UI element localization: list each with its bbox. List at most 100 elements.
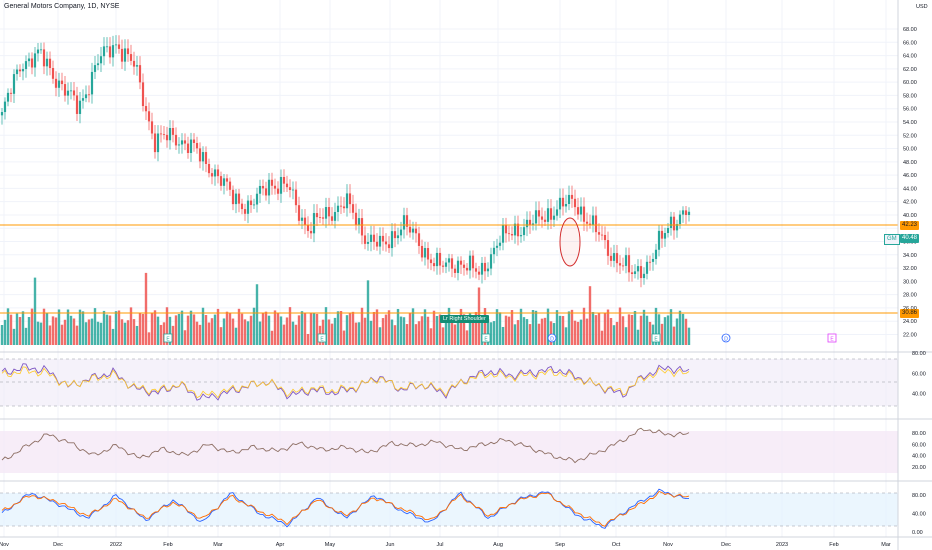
volume-bar <box>60 324 64 345</box>
candle-body <box>456 260 460 273</box>
volume-bar <box>312 312 316 345</box>
candle-body <box>330 216 334 221</box>
candle-body <box>528 219 532 226</box>
candle-body <box>12 74 16 94</box>
volume-bar <box>135 325 139 345</box>
candle-body <box>117 44 121 49</box>
volume-bar <box>687 327 691 345</box>
candle-body <box>648 261 652 263</box>
volume-bar <box>519 308 523 345</box>
candle-body <box>129 54 133 61</box>
volume-bar <box>228 312 232 345</box>
candle-body <box>357 218 361 225</box>
price-tick: 32.00 <box>903 266 917 272</box>
candle-body <box>240 203 244 210</box>
candle-body <box>666 227 670 234</box>
volume-bar <box>375 309 379 345</box>
volume-bar <box>615 321 619 345</box>
volume-bar <box>276 313 280 345</box>
volume-bar <box>48 325 52 345</box>
candle-body <box>645 261 649 274</box>
volume-bar <box>93 308 97 345</box>
volume-bar <box>342 330 346 345</box>
candle-body <box>99 56 103 64</box>
time-tick: Nov <box>663 542 673 548</box>
candle-body <box>399 229 403 236</box>
candle-body <box>60 80 64 85</box>
volume-bar <box>546 308 550 345</box>
candle-body <box>336 205 340 212</box>
volume-bar <box>180 310 184 345</box>
candle-body <box>681 210 685 215</box>
candle-body <box>333 211 337 221</box>
volume-bar <box>99 322 103 345</box>
candle-body <box>606 240 610 256</box>
volume-bar <box>348 313 352 345</box>
volume-bar <box>18 317 22 345</box>
price-tick: 58.00 <box>903 93 917 99</box>
volume-bar <box>261 313 265 345</box>
candle-body <box>24 61 28 70</box>
candle-body <box>543 219 547 222</box>
price-tick: 28.00 <box>903 293 917 299</box>
candle-body <box>18 69 22 72</box>
candle-body <box>72 90 76 96</box>
candle-body <box>258 185 262 194</box>
volume-bar <box>183 330 187 345</box>
candle-body <box>594 215 598 233</box>
volume-bar <box>333 317 337 345</box>
candle-body <box>75 95 79 114</box>
candle-body <box>582 206 586 222</box>
time-tick: 2022 <box>110 542 122 548</box>
volume-bar <box>234 327 238 345</box>
candle-body <box>405 215 409 227</box>
volume-bar <box>90 318 94 345</box>
volume-bar <box>543 317 547 345</box>
price-tick: 44.00 <box>903 186 917 192</box>
volume-bar <box>39 322 43 345</box>
candle-body <box>231 189 235 205</box>
candle-body <box>642 273 646 279</box>
volume-bar <box>504 315 508 345</box>
candle-body <box>420 245 424 258</box>
candle-body <box>39 49 43 51</box>
volume-bar <box>201 307 205 345</box>
candle-body <box>15 69 19 75</box>
candle-body <box>471 255 475 269</box>
time-tick: Aug <box>493 542 503 548</box>
volume-bar <box>621 316 625 345</box>
event-letter: E <box>484 337 488 343</box>
candle-body <box>48 58 52 69</box>
candle-body <box>252 204 256 206</box>
volume-bar <box>561 316 565 345</box>
volume-bar <box>225 311 229 345</box>
candle-body <box>162 134 166 135</box>
candle-body <box>366 241 370 244</box>
volume-bar <box>108 315 112 345</box>
dividend-marker <box>547 333 557 343</box>
volume-bar <box>132 319 136 345</box>
candle-body <box>486 268 490 272</box>
volume-bar <box>87 319 91 345</box>
volume-bar <box>438 314 442 345</box>
price-tick: 50.00 <box>903 147 917 153</box>
volume-bar <box>552 323 556 345</box>
time-tick: Feb <box>163 542 172 548</box>
volume-bar <box>597 313 601 345</box>
candle-body <box>105 46 109 48</box>
volume-bar <box>258 321 262 345</box>
volume-bar <box>624 327 628 345</box>
candle-body <box>0 112 4 116</box>
candle-body <box>234 193 238 205</box>
volume-bar <box>579 319 583 345</box>
candle-body <box>3 101 7 113</box>
candle-body <box>309 230 313 234</box>
volume-bar <box>159 324 163 345</box>
volume-bar <box>462 314 466 345</box>
earnings-marker <box>651 333 661 343</box>
candle-body <box>324 207 328 219</box>
candle-body <box>249 200 253 205</box>
volume-bar <box>396 308 400 345</box>
price-tick: 62.00 <box>903 67 917 73</box>
candle-body <box>537 210 541 217</box>
